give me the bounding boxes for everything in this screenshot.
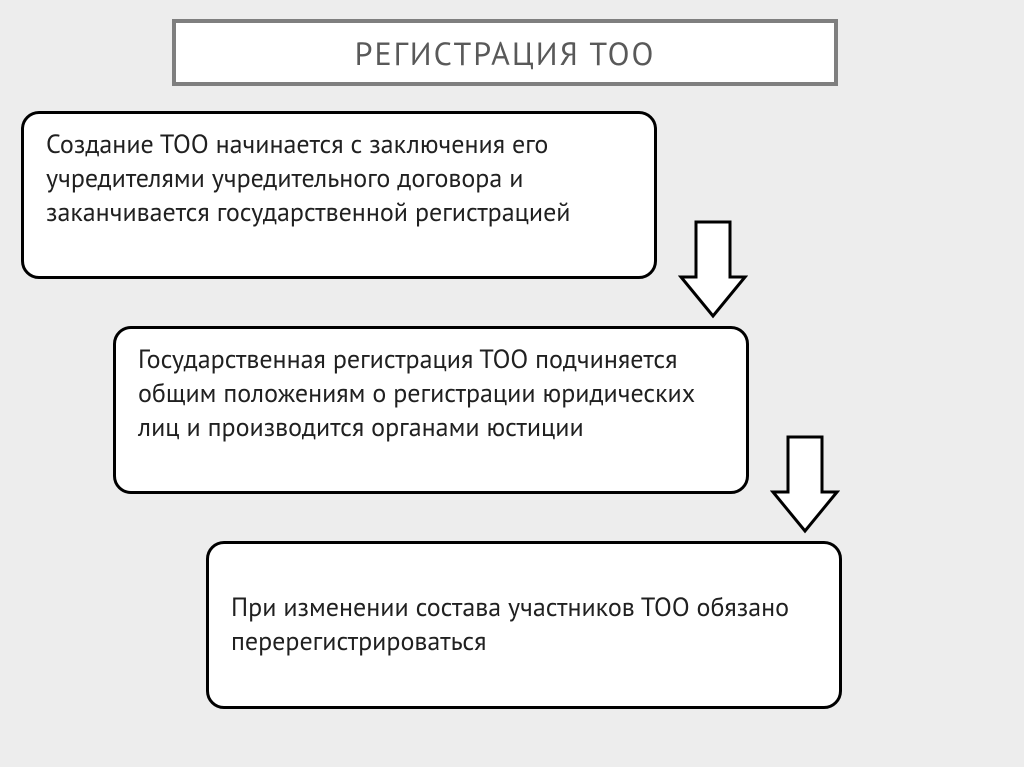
step-text-3: При изменении состава участников ТОО обя… [231, 591, 817, 659]
diagram-title-box: РЕГИСТРАЦИЯ ТОО [172, 19, 838, 86]
step-text-2: Государственная регистрация ТОО подчиняе… [138, 343, 724, 445]
step-box-3: При изменении состава участников ТОО обя… [206, 541, 842, 709]
step-box-1: Создание ТОО начинается с заключения его… [21, 111, 657, 279]
step-box-2: Государственная регистрация ТОО подчиняе… [113, 326, 749, 494]
diagram-title: РЕГИСТРАЦИЯ ТОО [355, 32, 656, 74]
step-text-1: Создание ТОО начинается с заключения его… [46, 128, 632, 230]
down-arrow-icon [770, 434, 840, 534]
down-arrow-icon [678, 219, 748, 319]
